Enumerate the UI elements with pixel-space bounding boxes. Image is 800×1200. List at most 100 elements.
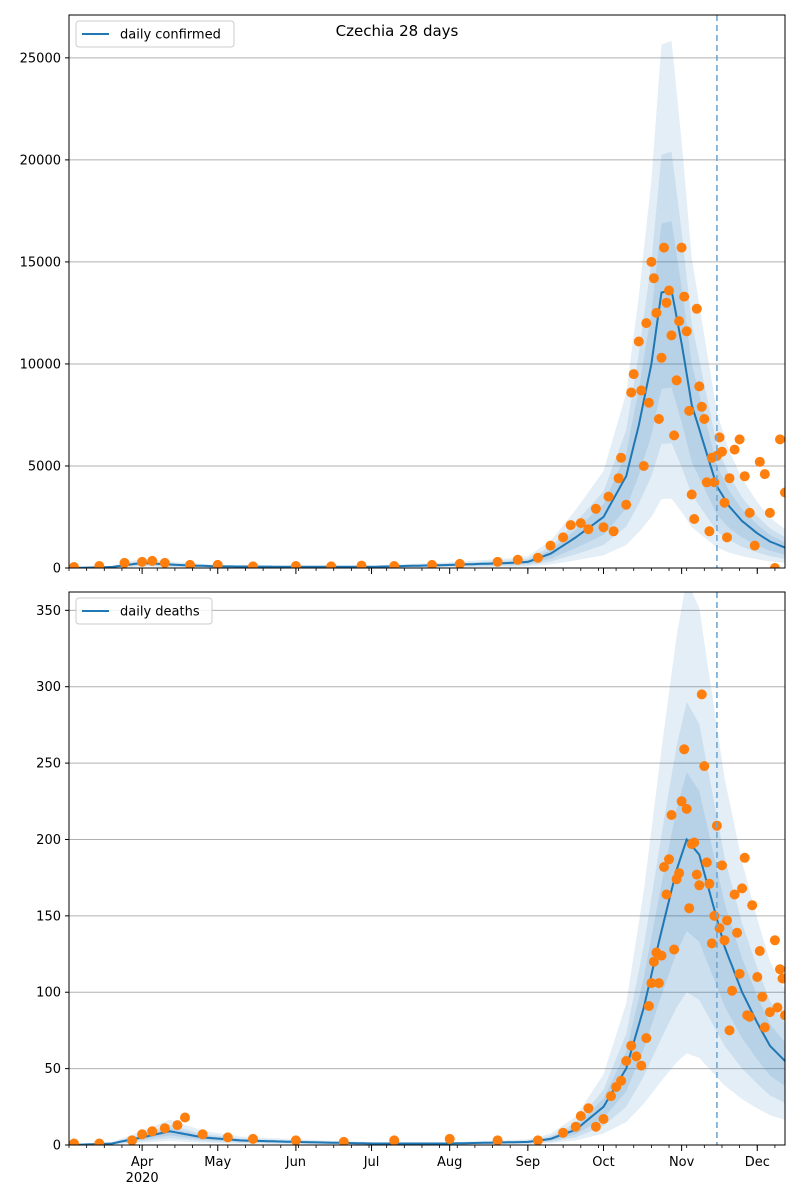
observed-point [780, 1010, 785, 1021]
observed-point [631, 1051, 642, 1062]
observed-point [737, 883, 748, 894]
plot-frame [68, 14, 786, 569]
observed-point [676, 796, 687, 807]
observed-point [575, 518, 586, 529]
observed-point [679, 744, 690, 755]
uncertainty-band [69, 151, 785, 568]
observed-point [706, 938, 717, 949]
observed-point [764, 1007, 775, 1018]
observed-point [248, 1133, 258, 1144]
legend-box [75, 20, 235, 48]
observed-point [709, 477, 720, 488]
observed-point [727, 985, 738, 996]
observed-point [290, 1135, 301, 1145]
observed-point [717, 860, 727, 871]
observed-point [159, 557, 170, 568]
observed-point [653, 414, 664, 424]
observed-point [69, 1138, 79, 1145]
observed-point [686, 489, 697, 500]
observed-point [603, 491, 614, 502]
y-tick-label: 0 [53, 562, 61, 577]
observed-point [613, 473, 624, 484]
observed-point [427, 559, 437, 568]
x-tick-label: Jun [285, 1155, 306, 1170]
observed-point [338, 1136, 349, 1145]
observed-point [180, 1112, 190, 1123]
observed-point [701, 857, 712, 868]
observed-point [616, 452, 627, 463]
observed-point [666, 810, 677, 820]
legend-label: daily confirmed [120, 28, 221, 43]
observed-point [699, 414, 710, 424]
observed-point [717, 446, 727, 457]
observed-point [780, 487, 785, 498]
observed-point [583, 524, 594, 535]
observed-point [636, 1060, 647, 1071]
observed-point [590, 1121, 601, 1132]
y-tick-label: 15000 [20, 255, 61, 270]
observed-point [648, 273, 659, 284]
observed-point [732, 927, 743, 938]
observed-point [558, 1127, 569, 1138]
observed-point [454, 558, 465, 568]
observed-point [532, 552, 543, 563]
observed-point [769, 935, 780, 946]
uncertainty-band [69, 221, 785, 568]
observed-point [689, 514, 700, 524]
observed-point [734, 434, 745, 445]
observed-point [729, 444, 740, 455]
legend-box [75, 597, 213, 625]
observed-point [172, 1120, 183, 1131]
confirmed-panel: 0 5000 10000 15000 20000 25000 daily confirmed [20, 14, 786, 577]
observed-point [722, 915, 732, 926]
observed-point [159, 1123, 170, 1134]
x-tick-label: Nov [669, 1155, 695, 1170]
observed-point [94, 561, 105, 568]
observed-point [626, 387, 637, 398]
legend-label: daily deaths [120, 605, 200, 620]
observed-point [641, 318, 652, 329]
observed-point [775, 964, 785, 975]
observed-point [389, 1135, 400, 1145]
observed-point [646, 978, 657, 989]
observed-point [197, 1129, 208, 1140]
observed-point [222, 1132, 233, 1143]
observed-point [661, 889, 672, 900]
observed-point [684, 903, 695, 914]
observed-point [659, 242, 669, 253]
x-tick-label: Jul [363, 1155, 380, 1170]
observed-point [653, 978, 664, 989]
observed-point [696, 401, 707, 412]
observed-point [608, 526, 619, 537]
observed-point [185, 559, 195, 568]
y-tick-label: 25000 [20, 51, 61, 66]
observed-point [759, 1022, 770, 1033]
observed-point [729, 889, 740, 900]
observed-point [326, 561, 337, 568]
observed-point [633, 336, 644, 347]
y-tick-label: 0 [53, 1139, 61, 1154]
observed-point [628, 369, 639, 380]
observed-point [739, 471, 750, 482]
observed-point [747, 900, 758, 911]
y-tick-label: 300 [36, 680, 61, 695]
y-tick-label: 5000 [28, 459, 61, 474]
observed-point [671, 375, 682, 386]
observed-point [777, 973, 785, 984]
observed-point [389, 561, 400, 568]
plot-frame [68, 591, 786, 1146]
observed-point [659, 862, 669, 872]
observed-point [696, 689, 707, 700]
observed-point [724, 1025, 735, 1036]
x-tick-label: Aug [437, 1155, 462, 1170]
observed-point [734, 968, 745, 979]
observed-point [744, 1011, 755, 1022]
y-tick-label: 250 [36, 757, 61, 772]
observed-point [714, 923, 725, 934]
x-year-label: 2020 [126, 1171, 159, 1186]
deaths-panel: 0 50 100 150 200 250 300 350 Apr May Jun Jul Aug Sep O… [36, 591, 786, 1186]
observed-point [643, 397, 654, 408]
x-tick-label: Dec [745, 1155, 770, 1170]
observed-point [147, 555, 158, 566]
uncertainty-band [69, 40, 785, 568]
